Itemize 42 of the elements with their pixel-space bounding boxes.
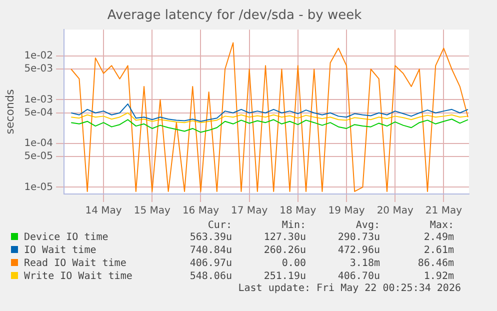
legend-label: IO Wait time bbox=[23, 244, 98, 257]
text: 2.49m bbox=[422, 231, 455, 244]
text: 1.92m bbox=[422, 270, 455, 283]
text: 3.18m bbox=[348, 257, 381, 270]
text: 0.00 bbox=[280, 257, 307, 270]
text: 2.61m bbox=[422, 244, 455, 257]
text: 563.39u bbox=[188, 231, 233, 244]
legend-label: Device IO time bbox=[23, 231, 110, 244]
x-tick-label: 20 May bbox=[376, 206, 414, 217]
x-tick-label: 17 May bbox=[231, 206, 268, 217]
text: Cur: bbox=[206, 220, 233, 231]
text: 86.46m bbox=[416, 257, 455, 270]
x-tick-label: 19 May bbox=[328, 206, 365, 217]
text: 740.84u bbox=[188, 244, 233, 257]
y-tick-label: 1e-03 bbox=[24, 94, 54, 106]
text: 260.26u bbox=[262, 244, 307, 257]
y-tick-label: 5e-05 bbox=[24, 151, 54, 162]
text: 406.70u bbox=[336, 270, 381, 283]
text: Last update: Fri May 22 00:25:34 2026 bbox=[237, 283, 462, 294]
y-tick-label: 1e-02 bbox=[24, 50, 54, 62]
x-tick-label: 15 May bbox=[134, 206, 170, 217]
y-tick-label: 5e-03 bbox=[24, 64, 54, 75]
text: 406.97u bbox=[188, 257, 233, 270]
text: 290.73u bbox=[336, 231, 381, 244]
y-tick-label: 1e-05 bbox=[24, 182, 54, 193]
y-axis-title: seconds bbox=[3, 89, 16, 134]
x-tick-label: 16 May bbox=[182, 206, 220, 217]
x-tick-label: 18 May bbox=[280, 206, 316, 217]
x-tick-label: 14 May bbox=[85, 206, 122, 217]
legend-label: Write IO Wait time bbox=[23, 270, 134, 283]
y-tick-label: 1e-04 bbox=[24, 138, 54, 150]
text: Avg: bbox=[354, 220, 381, 231]
y-tick-label: 5e-04 bbox=[24, 107, 54, 118]
text: 548.06u bbox=[188, 270, 233, 283]
x-tick-label: 21 May bbox=[425, 206, 462, 217]
text: Min: bbox=[280, 220, 307, 231]
text: 472.96u bbox=[336, 244, 381, 257]
chart-title: Average latency for /dev/sda - by week bbox=[107, 8, 362, 24]
legend-label: Read IO Wait time bbox=[23, 257, 128, 270]
text: Max: bbox=[428, 220, 455, 231]
text: 251.19u bbox=[262, 270, 307, 283]
text: 127.30u bbox=[262, 231, 307, 244]
